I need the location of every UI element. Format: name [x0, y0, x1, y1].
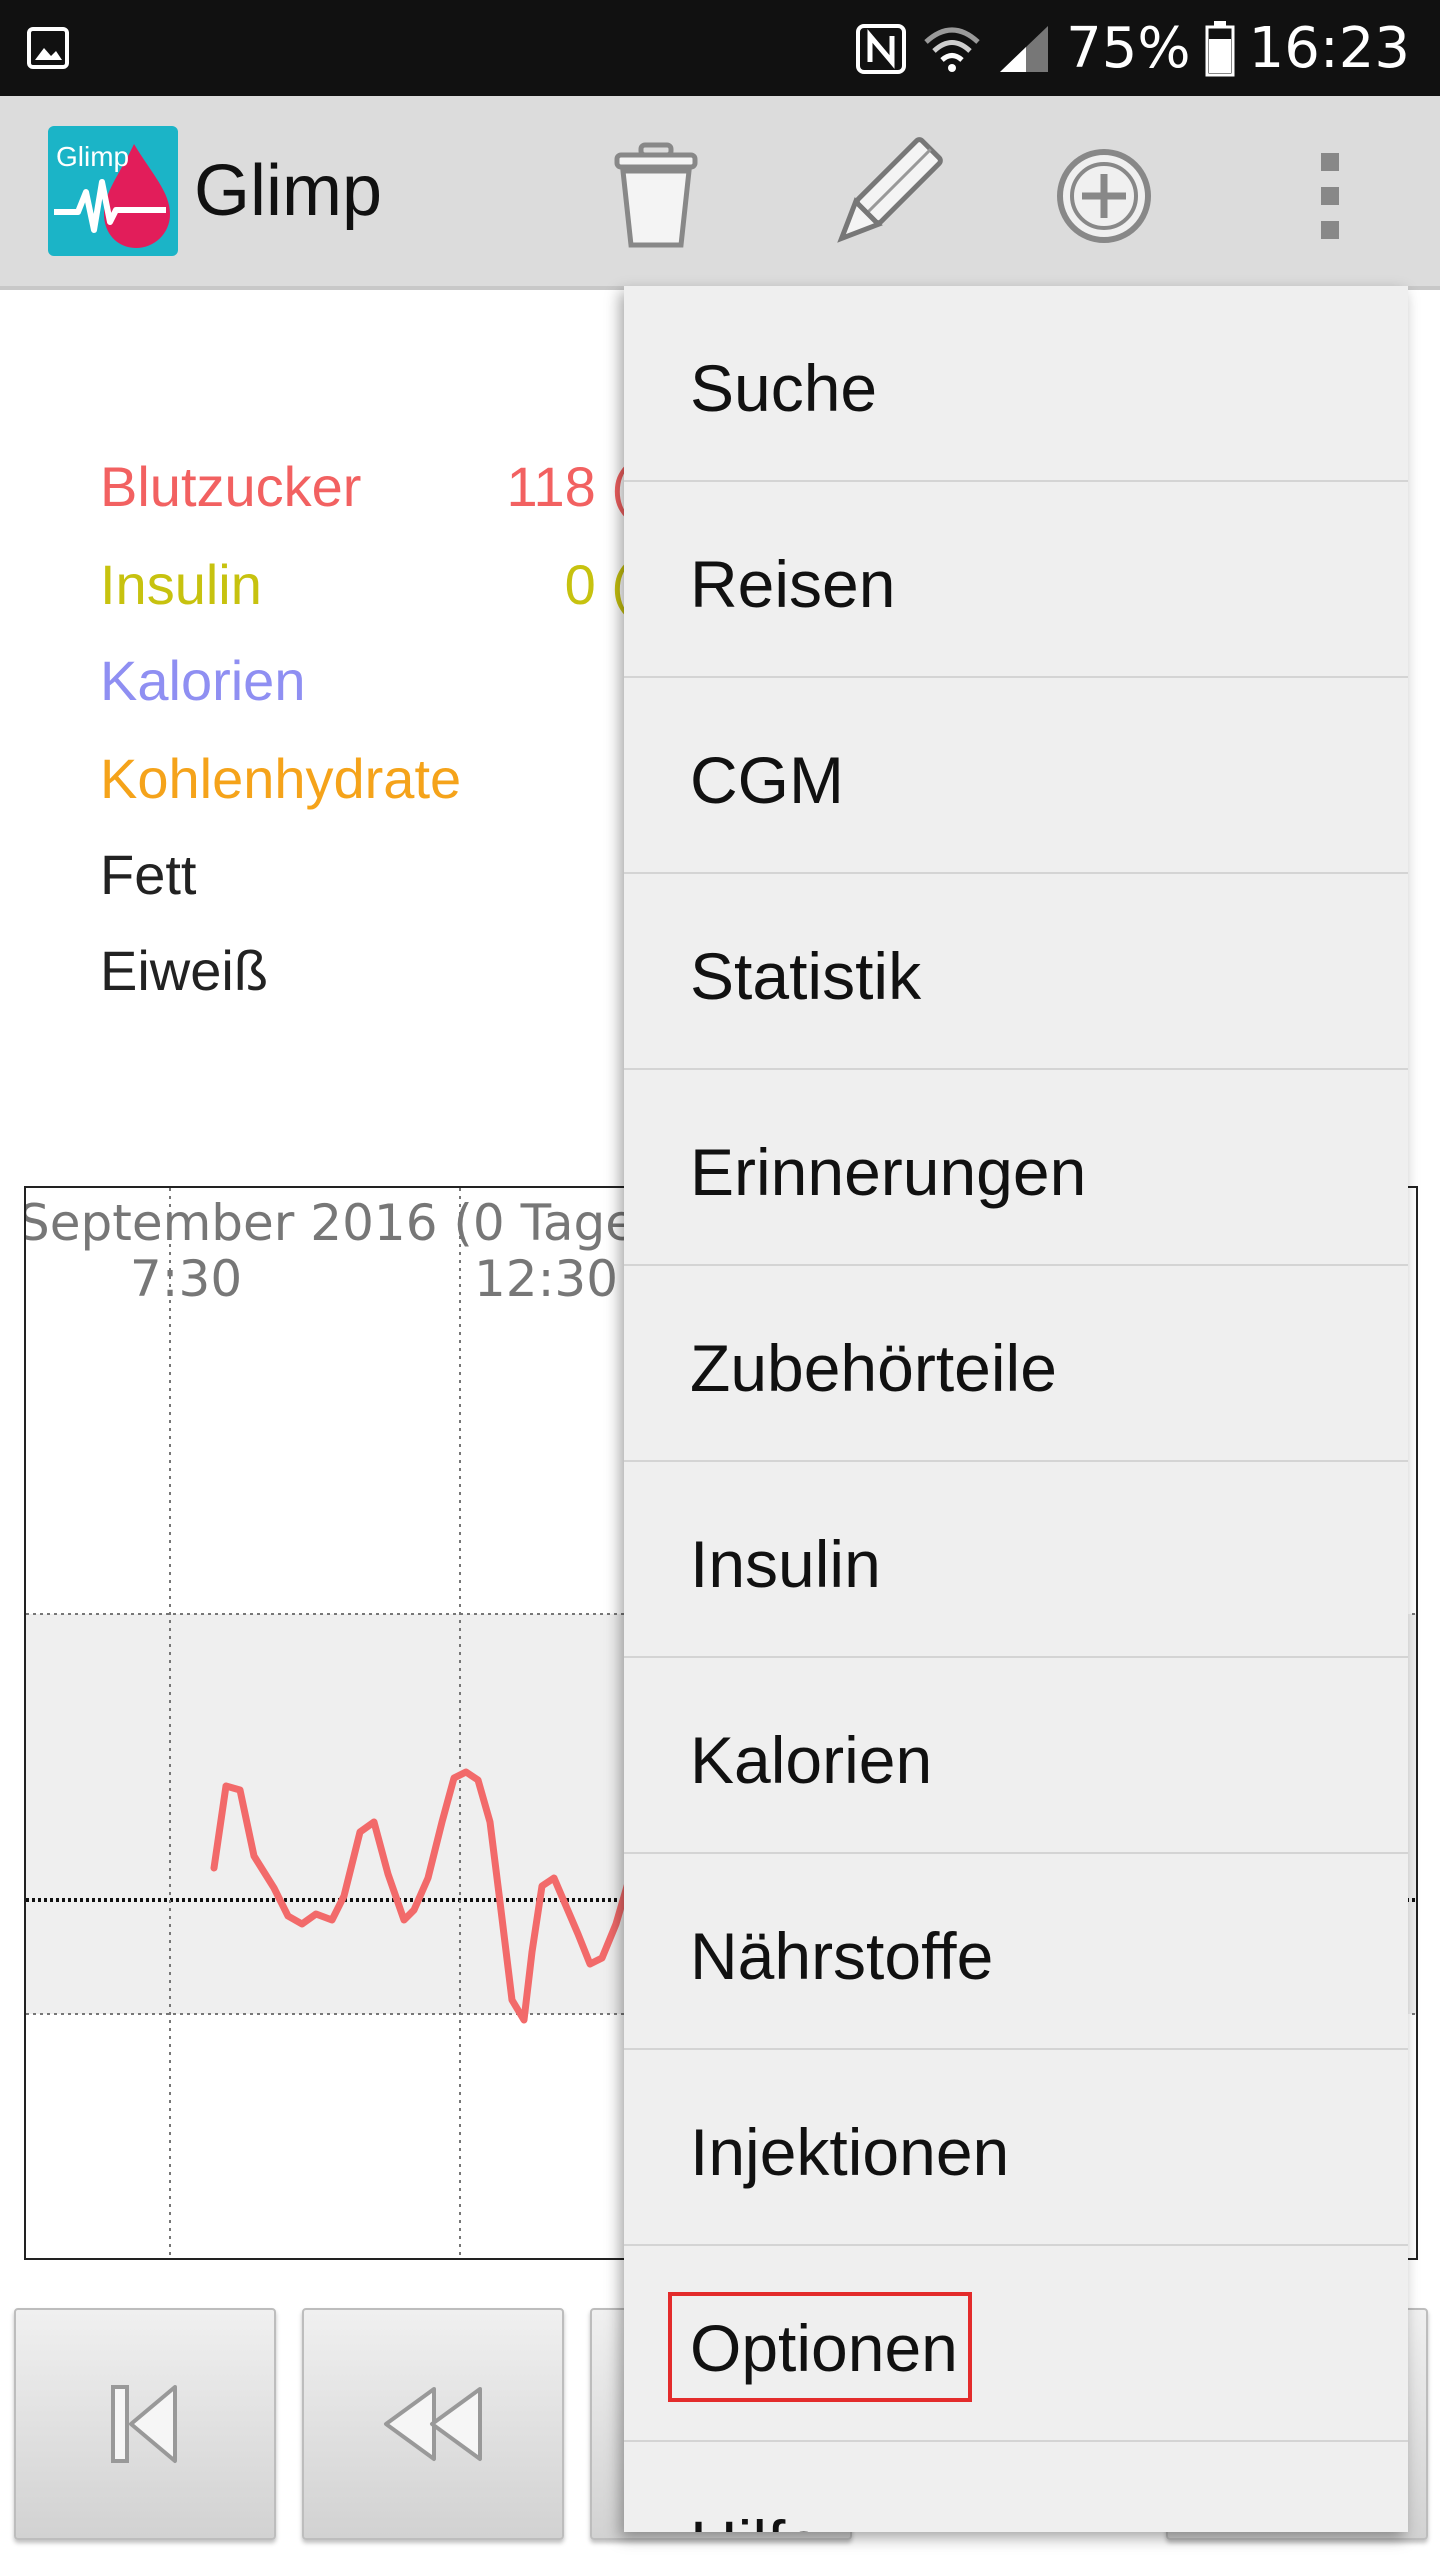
overflow-menu-button[interactable] — [1270, 136, 1390, 256]
battery-icon — [1205, 21, 1235, 77]
overflow-menu-icon — [1321, 153, 1339, 239]
time-label-0730: 7:30 — [130, 1250, 242, 1308]
label-eiweiss: Eiweiß — [100, 939, 269, 1002]
wifi-icon — [924, 27, 980, 72]
rewind-icon — [384, 2387, 482, 2461]
app-title: Glimp — [194, 151, 383, 231]
edit-button[interactable] — [824, 136, 944, 256]
label-insulin: Insulin — [100, 553, 262, 616]
first-page-button[interactable] — [14, 2308, 276, 2540]
menu-item-suche[interactable]: Suche — [624, 286, 1408, 482]
clock: 16:23 — [1248, 16, 1410, 81]
pencil-icon — [837, 137, 943, 243]
label-kalorien: Kalorien — [100, 649, 306, 712]
label-kohlenhydrate: Kohlenhydrate — [100, 747, 462, 810]
menu-item-kalorien[interactable]: Kalorien — [624, 1658, 1408, 1854]
rewind-button[interactable] — [302, 2308, 564, 2540]
app-logo: Glimp — [48, 126, 178, 256]
menu-item-cgm[interactable]: CGM — [624, 678, 1408, 874]
svg-text:Glimp: Glimp — [56, 141, 129, 172]
overflow-menu: Suche Reisen CGM Statistik Erinnerungen … — [624, 286, 1408, 2532]
label-blutzucker: Blutzucker — [100, 455, 362, 518]
menu-item-insulin[interactable]: Insulin — [624, 1462, 1408, 1658]
image-icon — [27, 27, 69, 69]
status-bar: 75% 16:23 — [0, 0, 1440, 96]
highlight-box — [668, 2292, 972, 2402]
menu-item-reisen[interactable]: Reisen — [624, 482, 1408, 678]
first-page-icon — [111, 2385, 177, 2463]
label-fett: Fett — [100, 843, 197, 906]
battery-percent: 75% — [1066, 16, 1191, 81]
menu-item-naehrstoffe[interactable]: Nährstoffe — [624, 1854, 1408, 2050]
menu-item-injektionen[interactable]: Injektionen — [624, 2050, 1408, 2246]
menu-item-zubehoerteile[interactable]: Zubehörteile — [624, 1266, 1408, 1462]
add-circle-icon — [1057, 149, 1151, 243]
nfc-icon — [856, 24, 907, 74]
menu-item-statistik[interactable]: Statistik — [624, 874, 1408, 1070]
value-blutzucker: 118 ( — [506, 455, 630, 518]
app-bar: Glimp Glimp — [0, 96, 1440, 290]
trash-icon — [614, 142, 698, 248]
chart-date-label: September 2016 (0 Tage — [26, 1194, 636, 1252]
signal-icon — [1000, 26, 1049, 72]
time-label-1230: 12:30 — [474, 1250, 618, 1308]
menu-item-optionen[interactable]: Optionen — [624, 2246, 1408, 2442]
menu-item-erinnerungen[interactable]: Erinnerungen — [624, 1070, 1408, 1266]
menu-item-hilfe[interactable]: Hilfe — [624, 2442, 1408, 2532]
value-insulin: 0 ( — [564, 553, 630, 616]
add-button[interactable] — [1044, 136, 1164, 256]
delete-button[interactable] — [596, 136, 716, 256]
glucose-line — [210, 1704, 682, 2024]
